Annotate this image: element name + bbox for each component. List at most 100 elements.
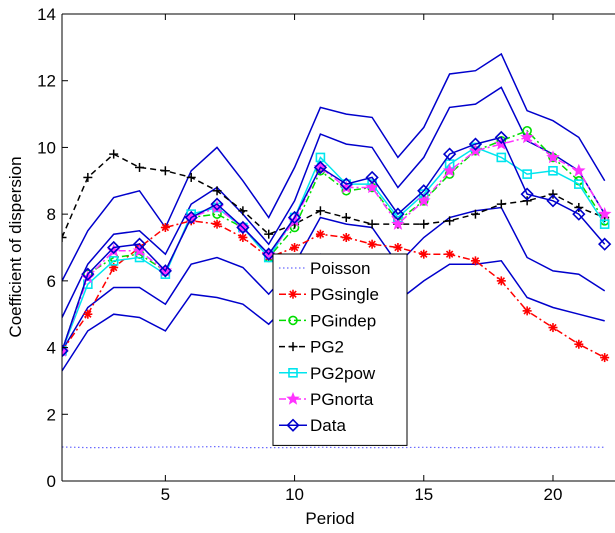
point-data bbox=[236, 220, 250, 235]
point-pgsingle bbox=[315, 229, 325, 239]
point-pg2pow bbox=[496, 152, 507, 163]
point-pg2 bbox=[367, 219, 377, 229]
point-pgsingle bbox=[419, 249, 429, 259]
band-line-outer-upper bbox=[62, 52, 606, 282]
series-layer bbox=[62, 125, 612, 449]
axes: 0 2 4 6 8 10 12 14 5 10 15 20 bbox=[37, 5, 615, 504]
legend-label-pg2: PG2 bbox=[310, 338, 344, 357]
point-data bbox=[339, 177, 353, 191]
series-line-data bbox=[62, 136, 606, 352]
point-pg2 bbox=[160, 166, 170, 176]
point-pg2 bbox=[548, 189, 558, 199]
point-pgsingle bbox=[445, 249, 455, 259]
point-pg2 bbox=[109, 149, 119, 159]
legend-label-pgnorta: PGnorta bbox=[310, 390, 374, 409]
point-data bbox=[184, 210, 198, 225]
point-data bbox=[210, 197, 224, 211]
point-data bbox=[494, 130, 508, 145]
y-axis-label: Coefficient of dispersion bbox=[6, 156, 25, 337]
point-pgsingle bbox=[290, 243, 300, 252]
point-data bbox=[572, 207, 586, 221]
legend-entry-pg2pow: PG2pow bbox=[279, 364, 376, 383]
legend-entry-poisson: Poisson bbox=[279, 259, 370, 278]
point-pg2 bbox=[186, 172, 196, 182]
point-pgsingle bbox=[393, 243, 403, 252]
point-data bbox=[598, 237, 612, 251]
point-pg2 bbox=[83, 172, 93, 182]
point-data bbox=[81, 267, 95, 281]
point-pg2 bbox=[315, 206, 325, 216]
point-pgsingle bbox=[341, 232, 351, 242]
y-tick-label: 4 bbox=[47, 339, 56, 358]
legend-marker-pgindep bbox=[288, 315, 298, 326]
point-data bbox=[365, 170, 379, 185]
legend-marker-pg2pow bbox=[288, 367, 298, 378]
point-pgnorta bbox=[597, 207, 612, 220]
point-pg2 bbox=[341, 212, 351, 222]
legend-marker-data bbox=[286, 418, 300, 432]
point-pg2 bbox=[212, 186, 222, 196]
point-pgnorta bbox=[546, 150, 560, 164]
point-pg2 bbox=[445, 216, 455, 226]
legend-entry-pg2: PG2 bbox=[279, 338, 344, 357]
legend-entry-pgnorta: PGnorta bbox=[279, 390, 374, 409]
point-pgsingle bbox=[600, 353, 610, 363]
legend-marker-pg2 bbox=[288, 342, 298, 352]
series-line-pgindep bbox=[62, 129, 606, 352]
point-pgsingle bbox=[367, 239, 377, 249]
point-pg2 bbox=[496, 199, 506, 209]
legend-entry-data: Data bbox=[279, 416, 346, 435]
y-tick-label: 2 bbox=[47, 405, 56, 424]
point-data bbox=[313, 160, 328, 175]
point-pg2 bbox=[238, 206, 248, 216]
point-pgsingle bbox=[212, 219, 222, 229]
x-tick-label: 20 bbox=[544, 485, 563, 504]
legend-label-pgindep: PGindep bbox=[310, 311, 376, 330]
point-pgnorta bbox=[442, 163, 457, 177]
y-tick-label: 8 bbox=[47, 205, 56, 224]
legend-entry-pgindep: PGindep bbox=[279, 311, 376, 330]
point-pgsingle bbox=[548, 323, 558, 333]
point-pgsingle bbox=[83, 309, 93, 319]
point-pgsingle bbox=[574, 339, 584, 349]
point-data bbox=[132, 237, 147, 251]
point-pg2pow bbox=[574, 179, 584, 189]
series-line-poisson bbox=[62, 445, 605, 449]
point-pg2 bbox=[574, 202, 584, 212]
point-pgsingle bbox=[470, 256, 480, 266]
legend-marker-pgsingle bbox=[288, 289, 298, 299]
point-pgnorta bbox=[417, 193, 431, 207]
point-pg2 bbox=[135, 162, 145, 172]
point-pg2pow bbox=[599, 219, 610, 229]
legend-box bbox=[272, 253, 408, 446]
point-pgsingle bbox=[496, 276, 506, 286]
point-pg2 bbox=[62, 232, 67, 242]
point-data bbox=[520, 187, 534, 201]
point-data bbox=[107, 240, 121, 255]
point-pg2 bbox=[419, 219, 429, 229]
point-pg2pow bbox=[108, 256, 119, 266]
point-pg2 bbox=[470, 209, 480, 219]
y-tick-label: 14 bbox=[37, 5, 56, 24]
point-pgsingle bbox=[160, 222, 170, 232]
series-pg2 bbox=[62, 149, 610, 242]
legend-label-pg2pow: PG2pow bbox=[310, 364, 376, 383]
point-data bbox=[62, 344, 69, 358]
legend-label-poisson: Poisson bbox=[310, 259, 370, 278]
legend-marker-pgnorta bbox=[286, 391, 300, 405]
point-data bbox=[546, 194, 560, 208]
point-pgnorta bbox=[520, 130, 534, 144]
point-data bbox=[391, 207, 405, 221]
legend: Poisson PGsingle PGindep PG2 PG2pow PGnorta Da… bbox=[272, 253, 408, 446]
data-envelope-band bbox=[62, 52, 606, 372]
legend-label-data: Data bbox=[310, 416, 346, 435]
point-pgnorta bbox=[365, 180, 379, 194]
y-tick-label: 12 bbox=[37, 72, 56, 91]
point-pg2 bbox=[522, 196, 532, 206]
series-poisson bbox=[62, 445, 605, 449]
point-pgsingle bbox=[522, 306, 532, 316]
point-pg2pow bbox=[522, 169, 532, 179]
point-pgnorta bbox=[572, 163, 586, 177]
